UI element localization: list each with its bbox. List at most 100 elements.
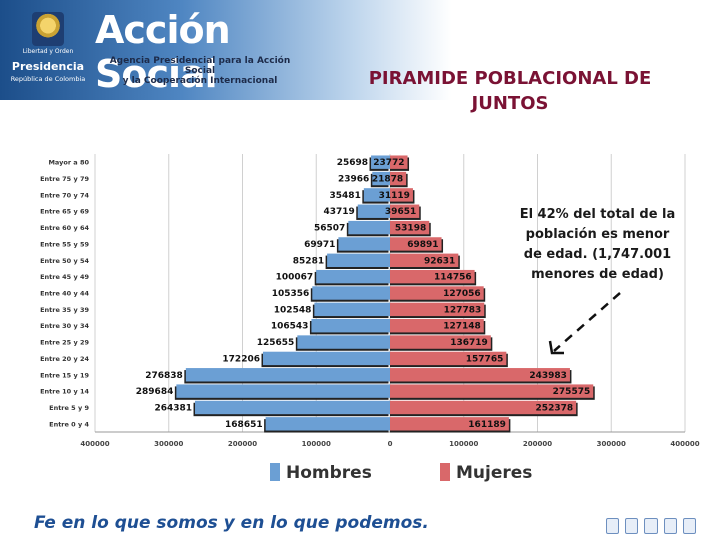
data-label-hombres: 106543 <box>271 322 309 332</box>
chart-svg: 400000 300000 200000 100000 0 100000 200000 300… <box>40 154 700 483</box>
x-tick-label: 0 <box>388 440 393 448</box>
bar-mujeres <box>390 253 459 267</box>
bar-mujeres <box>390 417 509 431</box>
legend-swatch-hombres <box>270 463 280 481</box>
category-label: Entre 60 y 64 <box>40 224 89 232</box>
data-label-hombres: 100067 <box>276 273 314 283</box>
bar-hombres <box>316 269 390 284</box>
data-label-hombres: 25698 <box>337 158 368 168</box>
brand-title: Acción Social <box>95 8 231 96</box>
bar-hombres <box>363 188 390 202</box>
data-label-mujeres: 243983 <box>529 371 567 381</box>
data-label-hombres: 125655 <box>257 338 295 348</box>
footer-slogan: Fe en lo que somos y en lo que podemos. <box>34 513 429 533</box>
population-pyramid-chart: 400000 300000 200000 100000 0 100000 200000 300… <box>30 150 702 495</box>
bar-mujeres <box>390 351 507 366</box>
data-label-mujeres: 31119 <box>379 191 410 201</box>
bar-hombres <box>185 368 390 382</box>
category-label: Entre 45 y 49 <box>40 273 89 281</box>
presidencia-label: Presidencia <box>11 60 85 73</box>
x-tick-label: 100000 <box>449 440 478 448</box>
bar-hombres <box>327 253 390 267</box>
bar-mujeres <box>390 400 577 415</box>
callout-text: El 42% del total de la población es meno… <box>505 205 690 285</box>
brand-subtitle-line2: y la Cooperación Internacional <box>122 76 278 86</box>
bar-mujeres <box>390 171 407 186</box>
data-label-mujeres: 53198 <box>395 224 426 234</box>
x-tick-label: 200000 <box>523 440 552 448</box>
category-label: Entre 10 y 14 <box>40 388 89 396</box>
category-label: Entre 55 y 59 <box>40 240 89 248</box>
data-label-hombres: 23966 <box>338 175 369 185</box>
bar-hombres <box>338 237 390 251</box>
bar-mujeres <box>390 384 594 398</box>
data-label-mujeres: 23772 <box>373 158 404 168</box>
data-label-hombres: 35481 <box>330 191 361 201</box>
coat-of-arms-icon <box>32 12 64 46</box>
bar-hombres <box>357 204 390 218</box>
x-tick-label: 200000 <box>228 440 257 448</box>
bar-mujeres <box>390 220 430 235</box>
callout-line3: de edad. (1,747.001 <box>523 247 672 262</box>
data-label-mujeres: 157765 <box>466 354 504 364</box>
legend-label-mujeres: Mujeres <box>456 463 532 483</box>
slide-title: PIRAMIDE POBLACIONAL DE JUNTOS <box>325 66 695 116</box>
bar-mujeres <box>390 188 413 202</box>
data-label-mujeres: 136719 <box>450 338 488 348</box>
bar-hombres <box>314 302 390 317</box>
bar-hombres <box>262 351 390 366</box>
brand-subtitle-line1: Agencia Presidencial para la Acción Soci… <box>109 56 291 76</box>
category-label: Entre 75 y 79 <box>40 175 89 183</box>
bar-mujeres <box>390 204 420 218</box>
bar-mujeres <box>390 286 484 300</box>
bar-hombres <box>195 400 390 415</box>
x-tick-label: 400000 <box>80 440 109 448</box>
category-label: Entre 0 y 4 <box>49 420 89 428</box>
data-label-hombres: 276838 <box>145 371 183 381</box>
data-label-hombres: 85281 <box>293 256 324 266</box>
bar-hombres <box>311 319 390 333</box>
data-label-mujeres: 21878 <box>372 175 403 185</box>
category-label: Mayor a 80 <box>48 159 89 167</box>
bar-hombres <box>297 335 390 349</box>
presidencia-logo: Libertad y Orden Presidencia República d… <box>8 8 88 98</box>
bar-mujeres <box>390 335 491 349</box>
bar-mujeres <box>390 237 442 251</box>
data-label-mujeres: 161189 <box>468 420 506 430</box>
category-label: Entre 25 y 29 <box>40 339 89 347</box>
slide-title-line2: JUNTOS <box>471 93 549 114</box>
brand-subtitle: Agencia Presidencial para la Acción Soci… <box>95 56 305 86</box>
x-tick-label: 300000 <box>154 440 183 448</box>
callout-line4: menores de edad) <box>531 267 664 282</box>
category-label: Entre 50 y 54 <box>40 257 89 265</box>
data-label-hombres: 102548 <box>274 305 312 315</box>
x-tick-label: 100000 <box>302 440 331 448</box>
certification-logos <box>606 518 697 542</box>
accion-social-logo: Acción Social Agencia Presidencial para … <box>95 8 290 96</box>
bar-mujeres <box>390 155 408 169</box>
data-label-mujeres: 92631 <box>424 256 455 266</box>
category-label: Entre 15 y 19 <box>40 371 89 379</box>
data-label-hombres: 172206 <box>222 354 260 364</box>
category-label: Entre 70 y 74 <box>40 191 89 199</box>
category-label: Entre 30 y 34 <box>40 322 89 330</box>
data-label-mujeres: 252378 <box>536 403 574 413</box>
data-label-hombres: 56507 <box>314 224 345 234</box>
data-label-mujeres: 127783 <box>444 305 482 315</box>
presidencia-sub: República de Colombia <box>10 75 86 83</box>
data-label-mujeres: 39651 <box>385 207 416 217</box>
header-band <box>0 0 728 100</box>
bar-mujeres <box>390 302 485 317</box>
bar-hombres <box>265 417 390 431</box>
bar-hombres <box>312 286 390 300</box>
callout-line1: El 42% del total de la <box>519 207 676 222</box>
data-label-mujeres: 69891 <box>407 240 438 250</box>
category-label: Entre 65 y 69 <box>40 208 89 216</box>
data-label-hombres: 105356 <box>272 289 310 299</box>
cert-logo-icon <box>625 518 639 534</box>
cert-logo-icon <box>606 518 620 534</box>
cert-logo-icon <box>663 518 677 534</box>
category-label: Entre 35 y 39 <box>40 306 89 314</box>
legend-label-hombres: Hombres <box>286 463 372 483</box>
data-label-hombres: 289684 <box>136 387 174 397</box>
